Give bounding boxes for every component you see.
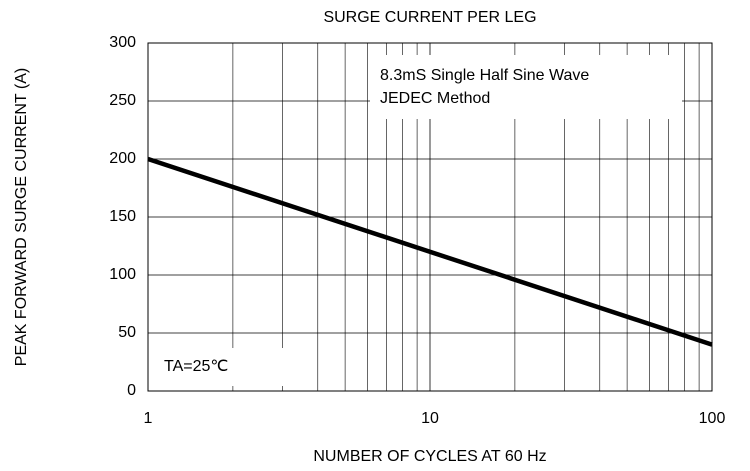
line	[147, 156, 713, 347]
annotation-box	[370, 55, 682, 119]
y-tick-label: 0	[127, 382, 136, 399]
y-tick-label: 250	[109, 92, 136, 109]
x-tick-label: 1	[144, 410, 153, 427]
y-axis-label: PEAK FORWARD SURGE CURRENT (A)	[13, 68, 30, 366]
y-tick-label: 200	[109, 150, 136, 167]
annotation-box	[158, 348, 288, 386]
chart-title: SURGE CURRENT PER LEG	[323, 9, 536, 26]
x-tick-label: 10	[421, 410, 439, 427]
annotation: TA=25℃	[164, 358, 228, 375]
annotation: JEDEC Method	[380, 90, 490, 107]
plot-frame	[147, 42, 713, 392]
y-tick-label: 300	[109, 34, 136, 51]
x-axis-label: NUMBER OF CYCLES AT 60 Hz	[313, 448, 546, 465]
y-tick-label: 150	[109, 208, 136, 225]
annotation: 8.3mS Single Half Sine Wave	[380, 67, 589, 84]
y-tick-label: 100	[109, 266, 136, 283]
y-tick-label: 50	[118, 324, 136, 341]
x-tick-label: 100	[699, 410, 726, 427]
